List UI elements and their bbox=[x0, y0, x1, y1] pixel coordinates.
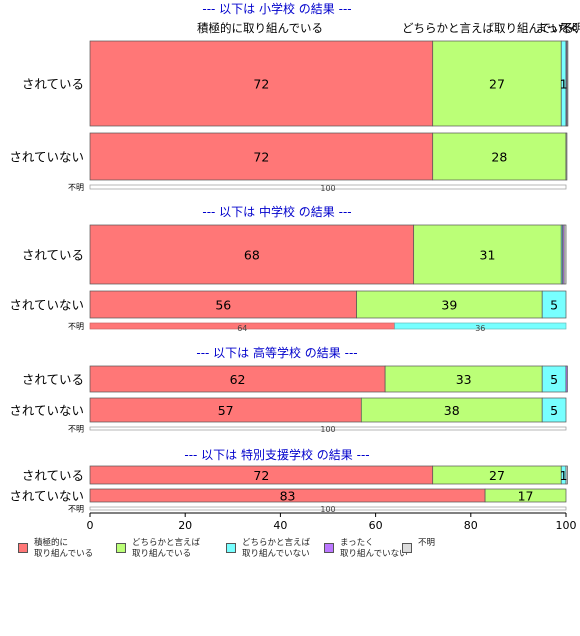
row-label: 不明 bbox=[68, 505, 84, 514]
bar-segment bbox=[89, 40, 434, 127]
legend-label: まったく 取り組んでいない bbox=[340, 538, 408, 559]
row-label: 不明 bbox=[68, 183, 84, 192]
row-label: されていない bbox=[9, 489, 84, 504]
row-label: されていない bbox=[9, 150, 84, 165]
row-label: されている bbox=[22, 372, 84, 387]
data-label: 28 bbox=[491, 150, 507, 165]
bar-segment bbox=[565, 465, 568, 485]
bar-segment bbox=[565, 365, 568, 393]
bar-segment bbox=[89, 290, 357, 319]
legend-swatch bbox=[18, 543, 28, 553]
row-label: 不明 bbox=[68, 425, 84, 434]
bar-segment bbox=[360, 397, 543, 423]
row-label: されている bbox=[22, 248, 84, 263]
top-series-label: 不明 bbox=[561, 21, 580, 35]
legend-label: 積極的に 取り組んでいる bbox=[34, 538, 94, 559]
data-label: 100 bbox=[320, 505, 335, 514]
data-label: 27 bbox=[489, 468, 505, 483]
data-label: 17 bbox=[518, 489, 534, 504]
data-label: 5 bbox=[550, 372, 558, 387]
bar-segment bbox=[394, 322, 567, 330]
row-label: 不明 bbox=[68, 322, 84, 331]
data-label: 72 bbox=[253, 77, 269, 92]
bar-segment bbox=[89, 506, 567, 511]
legend-swatch bbox=[324, 543, 334, 553]
data-label: 100 bbox=[320, 184, 335, 193]
data-label: 38 bbox=[444, 403, 460, 418]
data-label: 39 bbox=[441, 298, 457, 313]
bar-segment bbox=[484, 488, 567, 503]
legend-label: どちらかと言えば 取り組んでいない bbox=[242, 538, 311, 559]
bar-segment bbox=[432, 132, 567, 181]
bar-segment bbox=[432, 40, 562, 127]
bar-segment bbox=[563, 224, 567, 285]
legend-swatch bbox=[116, 543, 126, 553]
x-tick-label: 100 bbox=[556, 519, 577, 532]
bar-segment bbox=[89, 184, 567, 190]
data-label: 72 bbox=[253, 150, 269, 165]
data-label: 83 bbox=[280, 489, 296, 504]
bar-segment bbox=[541, 397, 567, 423]
top-series-label: 積極的に取り組んでいる bbox=[197, 21, 323, 35]
panel-title: --- 以下は 中学校 の結果 --- bbox=[202, 204, 351, 219]
legend-label: どちらかと言えば 取り組んでいる bbox=[132, 538, 201, 559]
top-series-label: まったく bbox=[535, 21, 580, 35]
x-tick-label: 40 bbox=[273, 519, 287, 532]
data-label: 1 bbox=[560, 468, 568, 483]
legend-swatch bbox=[402, 543, 412, 553]
data-label: 31 bbox=[480, 248, 496, 263]
bar-segment bbox=[356, 290, 543, 319]
bar-segment bbox=[566, 40, 569, 127]
bar-segment bbox=[89, 426, 567, 431]
data-label: 72 bbox=[253, 468, 269, 483]
data-label: 5 bbox=[550, 298, 558, 313]
bar-segment bbox=[89, 397, 362, 423]
panel-title: --- 以下は 高等学校 の結果 --- bbox=[196, 345, 357, 360]
panel-title: --- 以下は 特別支援学校 の結果 --- bbox=[184, 447, 369, 462]
bar-segment bbox=[565, 132, 568, 181]
panel-title: --- 以下は 小学校 の結果 --- bbox=[202, 1, 351, 16]
bar-segment bbox=[89, 132, 434, 181]
bar-segment bbox=[384, 365, 543, 393]
legend: 積極的に 取り組んでいる どちらかと言えば 取り組んでいる どちらかと言えば 取り組… bbox=[18, 537, 578, 567]
data-label: 36 bbox=[475, 324, 485, 333]
data-label: 5 bbox=[550, 403, 558, 418]
row-label: されている bbox=[22, 468, 84, 483]
data-label: 27 bbox=[489, 77, 505, 92]
data-label: 100 bbox=[320, 425, 335, 434]
legend-label: 不明 bbox=[418, 538, 436, 548]
data-label: 64 bbox=[237, 324, 247, 333]
data-label: 62 bbox=[230, 372, 246, 387]
x-tick-label: 60 bbox=[369, 519, 383, 532]
data-label: 33 bbox=[456, 372, 472, 387]
x-tick-label: 20 bbox=[178, 519, 192, 532]
top-series-label: どちらかと言えば取り組んでいる bbox=[402, 21, 574, 35]
bar-segment bbox=[541, 290, 567, 319]
data-label: 56 bbox=[215, 298, 231, 313]
row-label: されている bbox=[22, 77, 84, 92]
legend-swatch bbox=[226, 543, 236, 553]
x-tick-label: 80 bbox=[464, 519, 478, 532]
x-tick-label: 0 bbox=[87, 519, 94, 532]
data-label: 1 bbox=[560, 77, 568, 92]
bar-segment bbox=[89, 224, 415, 285]
row-label: されていない bbox=[9, 298, 84, 313]
row-label: されていない bbox=[9, 403, 84, 418]
data-label: 68 bbox=[244, 248, 260, 263]
data-label: 57 bbox=[218, 403, 234, 418]
